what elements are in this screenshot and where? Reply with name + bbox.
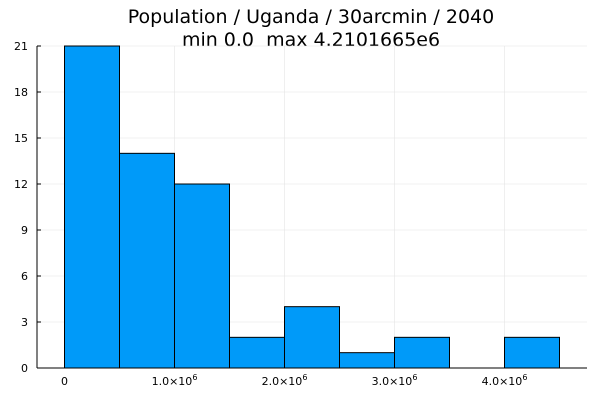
y-tick-label: 0 bbox=[21, 362, 28, 375]
histogram-bar bbox=[119, 152, 175, 369]
x-tick-exponent: 6 bbox=[192, 373, 197, 382]
x-tick-label: 4.0×106 bbox=[482, 373, 528, 388]
x-tick-exponent: 6 bbox=[412, 373, 417, 382]
x-tick-exponent: 6 bbox=[522, 373, 527, 382]
chart-title: Population / Uganda / 30arcmin / 2040 bbox=[128, 6, 494, 28]
histogram-bar bbox=[284, 306, 340, 369]
chart-subtitle: min 0.0 max 4.2101665e6 bbox=[182, 29, 440, 51]
histogram-bar bbox=[174, 183, 230, 369]
x-tick-label: 3.0×106 bbox=[372, 373, 418, 388]
x-tick-label: 0 bbox=[61, 375, 68, 388]
axes bbox=[36, 46, 587, 369]
y-tick-label: 6 bbox=[21, 270, 28, 283]
y-tick-label: 3 bbox=[21, 316, 28, 329]
y-axis-ticks: 0 3 6 9 12 15 18 21 bbox=[14, 40, 41, 375]
x-tick-label: 1.0×106 bbox=[152, 373, 198, 388]
x-tick-label: 2.0×106 bbox=[262, 373, 308, 388]
histogram-bar bbox=[394, 336, 450, 369]
histogram-bar bbox=[504, 336, 560, 369]
histogram-bar bbox=[339, 352, 395, 369]
y-tick-label: 21 bbox=[14, 40, 28, 53]
x-tick-exponent: 6 bbox=[302, 373, 307, 382]
y-tick-label: 18 bbox=[14, 86, 28, 99]
histogram-bar bbox=[229, 336, 285, 369]
histogram-bar bbox=[64, 45, 120, 369]
y-tick-label: 9 bbox=[21, 224, 28, 237]
y-tick-label: 15 bbox=[14, 132, 28, 145]
x-axis-ticks: 0 1.0×106 2.0×106 3.0×106 4.0×106 bbox=[61, 364, 527, 388]
histogram-bars bbox=[64, 45, 560, 369]
y-tick-label: 12 bbox=[14, 178, 28, 191]
